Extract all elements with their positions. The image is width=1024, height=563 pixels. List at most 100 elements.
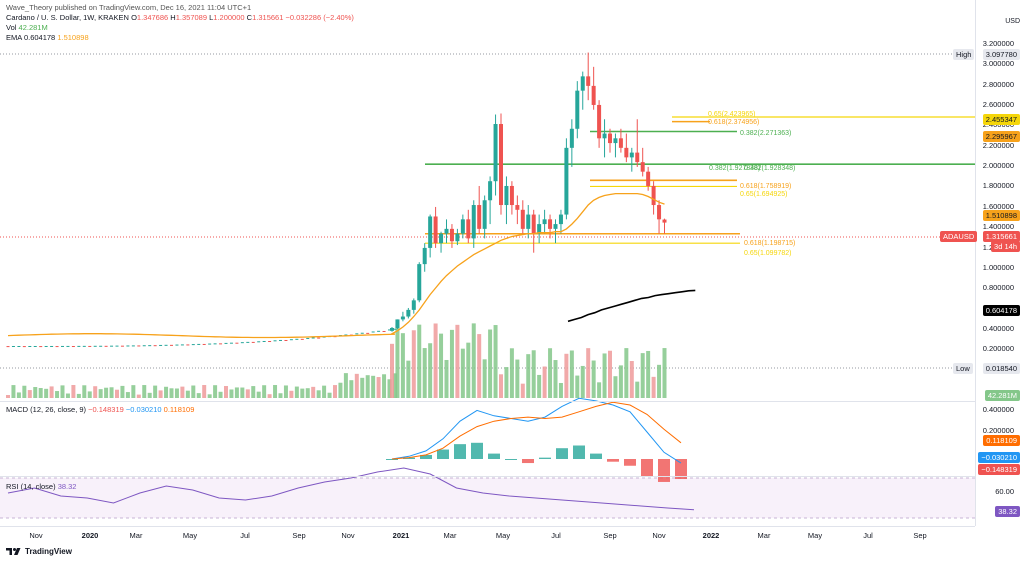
candle	[422, 247, 427, 265]
candle	[153, 345, 157, 347]
candle	[493, 124, 498, 182]
time-tick: Mar	[443, 531, 457, 540]
currency-label[interactable]: USD	[1005, 18, 1020, 25]
fib-label-65-top: 0.65(2.423965)	[708, 111, 756, 118]
volume-bar	[316, 390, 321, 398]
macd-title: MACD (12, 26, close, 9)	[6, 405, 87, 414]
pane-separator-macd[interactable]	[0, 401, 975, 402]
volume-bar	[218, 391, 223, 398]
macd-histogram	[386, 442, 687, 482]
candles	[6, 52, 667, 348]
rsi-legend[interactable]: RSI (14, close) 38.32	[6, 482, 76, 491]
macd-value-hist: −0.148319	[88, 405, 124, 414]
symbol-ohlc-line[interactable]: Cardano / U. S. Dollar, 1W, KRAKEN O1.34…	[6, 13, 354, 23]
volume-bar	[16, 392, 21, 398]
candle	[586, 76, 591, 86]
volume-bar	[455, 324, 460, 398]
rsi-line	[7, 467, 695, 511]
candle	[17, 345, 21, 347]
candle	[382, 330, 386, 332]
volume-bar	[509, 348, 514, 398]
price-tick: 2.200000	[982, 140, 1014, 150]
volume-bar	[387, 379, 392, 398]
candle	[229, 342, 233, 344]
volume-bar	[591, 360, 596, 398]
volume-bar	[82, 385, 87, 398]
volume-bar	[115, 389, 119, 398]
pane-separator-rsi[interactable]	[0, 476, 975, 477]
candle	[175, 344, 179, 346]
ema-short-badge: 0.604178	[982, 305, 1020, 316]
candle	[273, 340, 277, 342]
volume-bar	[283, 385, 288, 398]
time-tick: Mar	[757, 531, 771, 540]
price-tick: 3.200000	[982, 39, 1014, 48]
tradingview-footer[interactable]: TradingView	[6, 547, 72, 556]
volume-bar	[493, 325, 498, 398]
fib-label-382-mid-b: 0.382(1.928348)	[744, 165, 796, 172]
volume-value: 42.281M	[18, 23, 48, 32]
fib-label-618-mid: 0.618(1.758919)	[740, 183, 792, 190]
macd-hist-bar	[539, 457, 551, 459]
price-axis[interactable]: USD 3.2000003.0000002.8000002.6000002.40…	[940, 0, 1024, 563]
volume-bar	[234, 387, 239, 398]
candle	[66, 345, 70, 347]
candle	[191, 344, 195, 346]
candle	[613, 138, 618, 144]
volume-legend[interactable]: Vol 42.281M	[6, 23, 354, 33]
candle	[591, 85, 596, 105]
volume-bar	[311, 386, 316, 398]
price-tick: 3.000000	[982, 59, 1014, 69]
volume-bar	[360, 377, 365, 398]
ema-legend[interactable]: EMA 0.604178 1.510898	[6, 33, 354, 43]
volume-bar	[526, 354, 531, 398]
candle	[471, 205, 476, 239]
volume-bar	[651, 376, 656, 398]
volume-bar	[365, 375, 370, 398]
candle	[186, 344, 190, 346]
candle	[55, 346, 59, 348]
chart-canvas[interactable]	[0, 0, 975, 526]
volume-bar	[240, 387, 245, 398]
volume-bar	[305, 388, 310, 398]
candle	[279, 339, 282, 341]
volume-bar	[542, 366, 547, 398]
time-tick: 2021	[392, 531, 410, 540]
volume-bar	[400, 333, 405, 398]
candle	[439, 233, 444, 244]
candle	[262, 340, 266, 342]
candle	[257, 341, 261, 343]
candle	[306, 337, 310, 339]
volume-bar	[104, 387, 109, 398]
candle	[618, 138, 623, 148]
fib-label-382-mid-a: 0.382(1.927848)	[709, 165, 761, 172]
high-badge: 3.097780	[982, 49, 1020, 60]
volume-bars	[6, 323, 667, 398]
macd-tick-1: 0.200000	[982, 426, 1014, 435]
volume-bar	[428, 343, 433, 398]
macd-value-line: −0.030210	[125, 405, 162, 414]
volume-badge: 42.281M	[984, 390, 1020, 401]
macd-tick-0: 0.400000	[982, 405, 1014, 414]
ohlc-open: 1.347686	[136, 13, 169, 22]
symbol-title[interactable]: Cardano / U. S. Dollar, 1W, KRAKEN	[6, 13, 129, 22]
ema-short-line	[567, 289, 696, 323]
volume-bar	[33, 387, 38, 398]
candle	[44, 345, 48, 347]
candle	[137, 345, 141, 347]
time-axis[interactable]: Nov 2020 Mar May Jul Sep Nov 2021 Mar May Jul Sep No…	[0, 526, 975, 543]
candle	[388, 329, 391, 331]
candle	[197, 343, 201, 345]
ema-long-badge: 1.510898	[982, 210, 1020, 221]
price-axis-border	[975, 0, 976, 526]
macd-legend[interactable]: MACD (12, 26, close, 9) −0.148319 −0.030…	[6, 405, 194, 414]
candle	[126, 345, 130, 347]
volume-bar	[333, 385, 337, 398]
candle	[251, 341, 255, 343]
volume-bar	[471, 323, 476, 398]
candle	[542, 219, 547, 225]
candle	[39, 346, 43, 348]
volume-bar	[109, 387, 114, 398]
candle	[289, 339, 293, 341]
candle	[575, 90, 580, 129]
